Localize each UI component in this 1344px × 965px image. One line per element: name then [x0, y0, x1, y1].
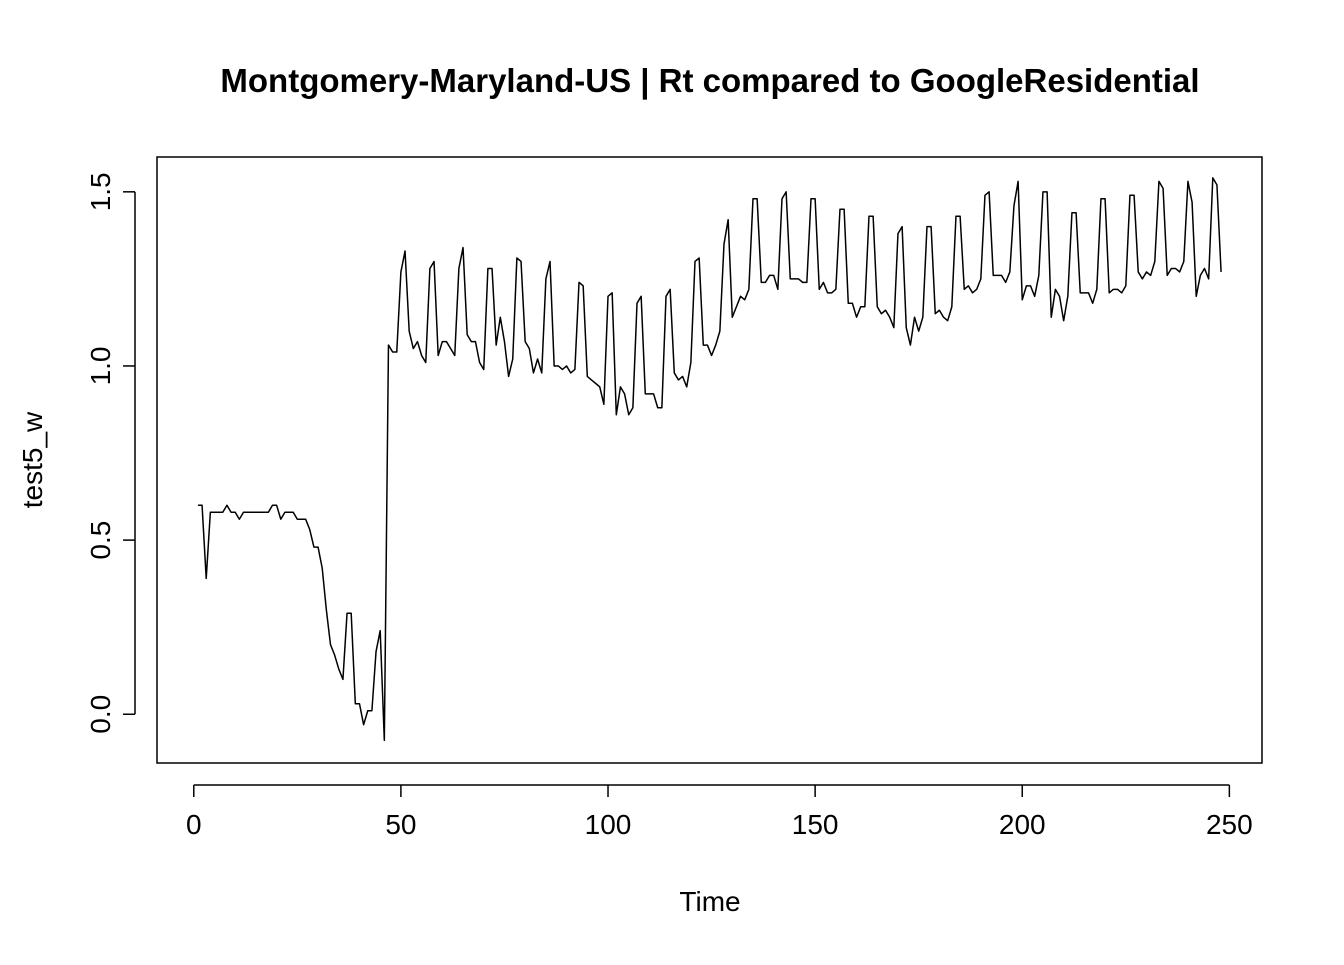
y-tick-label: 1.5	[85, 172, 116, 211]
y-tick-label: 0.0	[85, 695, 116, 734]
x-tick-label: 100	[585, 809, 632, 840]
y-tick-label: 0.5	[85, 521, 116, 560]
chart-title: Montgomery-Maryland-US | Rt compared to …	[220, 62, 1199, 99]
x-tick-label: 50	[385, 809, 416, 840]
x-tick-label: 250	[1206, 809, 1253, 840]
x-tick-label: 0	[186, 809, 202, 840]
y-tick-label: 1.0	[85, 346, 116, 385]
data-line	[197, 177, 1222, 742]
x-tick-label: 150	[792, 809, 839, 840]
y-axis-label: test5_w	[17, 411, 48, 508]
x-axis-label: Time	[679, 886, 740, 917]
plot-box	[156, 156, 1263, 764]
x-tick-label: 200	[999, 809, 1046, 840]
